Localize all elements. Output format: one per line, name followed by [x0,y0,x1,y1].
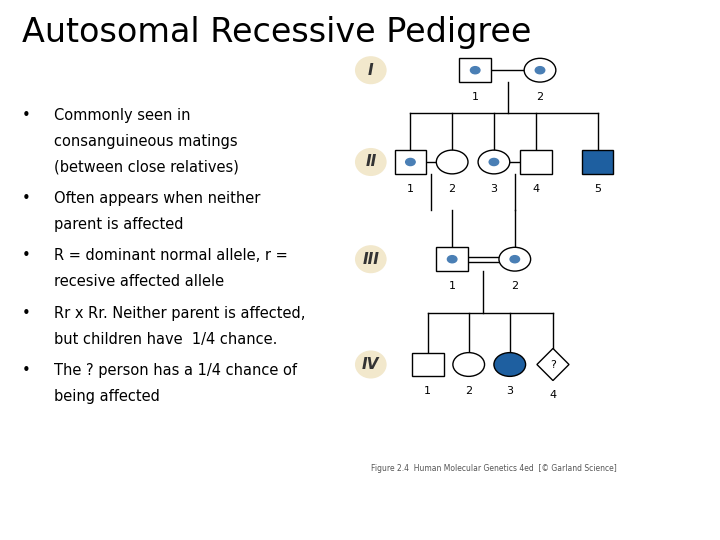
FancyBboxPatch shape [459,58,491,82]
Text: (between close relatives): (between close relatives) [54,160,239,175]
Text: being affected: being affected [54,389,160,404]
Text: 2: 2 [465,386,472,396]
FancyBboxPatch shape [412,353,444,376]
Text: 1: 1 [424,386,431,396]
Circle shape [494,353,526,376]
Text: •: • [22,306,30,321]
Circle shape [499,247,531,271]
FancyBboxPatch shape [395,150,426,174]
Circle shape [447,255,457,263]
Text: 4: 4 [549,390,557,400]
Text: but children have  1/4 chance.: but children have 1/4 chance. [54,332,277,347]
Text: R = dominant normal allele, r =: R = dominant normal allele, r = [54,248,288,264]
Text: 2: 2 [511,281,518,291]
Text: consanguineous matings: consanguineous matings [54,134,238,149]
Text: •: • [22,363,30,378]
Circle shape [470,66,480,74]
Ellipse shape [355,350,387,379]
Circle shape [405,158,415,166]
Ellipse shape [355,245,387,273]
Text: Autosomal Recessive Pedigree: Autosomal Recessive Pedigree [22,16,531,49]
Circle shape [478,150,510,174]
Text: •: • [22,108,30,123]
Circle shape [453,353,485,376]
Text: parent is affected: parent is affected [54,217,184,232]
Circle shape [524,58,556,82]
Text: 1: 1 [407,184,414,194]
Text: 3: 3 [506,386,513,396]
Text: II: II [365,154,377,170]
Ellipse shape [355,56,387,84]
Text: 1: 1 [472,92,479,102]
FancyBboxPatch shape [582,150,613,174]
Text: Often appears when neither: Often appears when neither [54,191,261,206]
Text: The ? person has a 1/4 chance of: The ? person has a 1/4 chance of [54,363,297,378]
Text: 2: 2 [449,184,456,194]
Text: 5: 5 [594,184,601,194]
Text: •: • [22,191,30,206]
Text: III: III [362,252,379,267]
Circle shape [489,158,499,166]
Circle shape [535,66,545,74]
Text: ?: ? [550,360,556,369]
Text: Figure 2.4  Human Molecular Genetics 4ed  [© Garland Science]: Figure 2.4 Human Molecular Genetics 4ed … [371,464,616,474]
Text: 4: 4 [532,184,539,194]
Text: Rr x Rr. Neither parent is affected,: Rr x Rr. Neither parent is affected, [54,306,305,321]
Text: 2: 2 [536,92,544,102]
Text: recesive affected allele: recesive affected allele [54,274,224,289]
Text: Commonly seen in: Commonly seen in [54,108,191,123]
Polygon shape [537,348,569,381]
Circle shape [510,255,520,263]
Text: 3: 3 [490,184,498,194]
FancyBboxPatch shape [520,150,552,174]
FancyBboxPatch shape [436,247,468,271]
Text: IV: IV [362,357,379,372]
Ellipse shape [355,148,387,176]
Circle shape [436,150,468,174]
Text: I: I [368,63,374,78]
Text: 1: 1 [449,281,456,291]
Text: •: • [22,248,30,264]
